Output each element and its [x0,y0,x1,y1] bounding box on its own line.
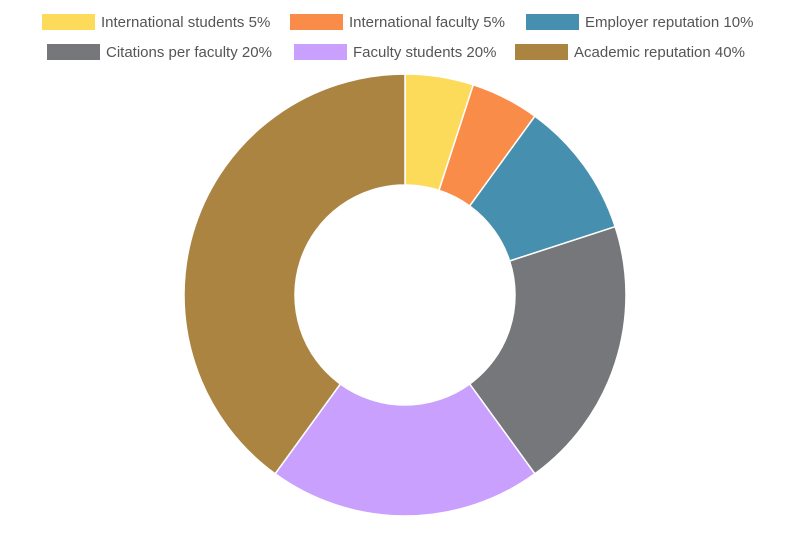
legend-label: International students 5% [101,14,270,31]
slice [183,73,406,475]
legend-label: Faculty students 20% [353,44,496,61]
legend-label: Employer reputation 10% [585,14,753,31]
legend-label: Citations per faculty 20% [106,44,272,61]
legend-label: International faculty 5% [349,14,505,31]
slice [468,225,627,475]
slice [274,382,536,517]
legend-label: Academic reputation 40% [574,44,745,61]
legend-swatch [290,14,343,30]
legend-swatch [294,44,347,60]
legend-swatch [526,14,579,30]
legend-swatch [42,14,95,30]
legend-swatch [47,44,100,60]
legend-swatch [515,44,568,60]
